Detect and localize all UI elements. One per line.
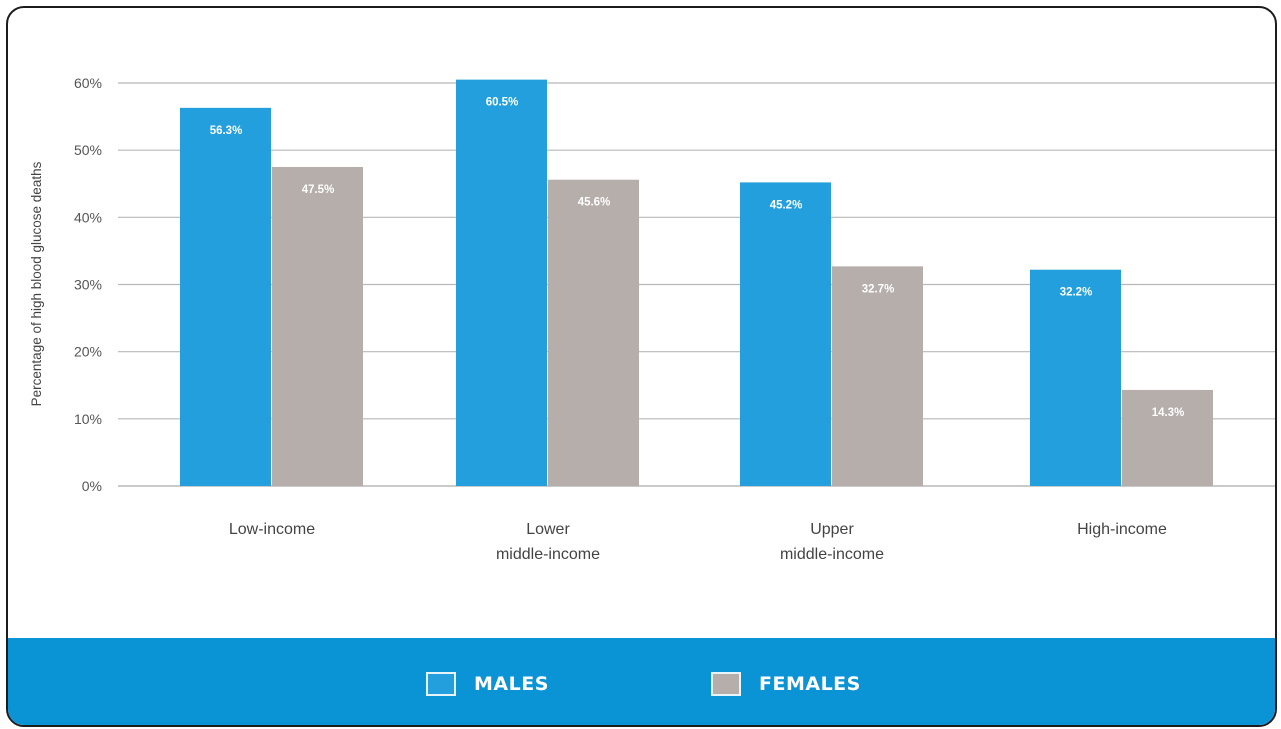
y-tick-label: 10%	[74, 411, 102, 427]
data-label-female: 32.7%	[862, 283, 895, 295]
data-label-female: 47.5%	[302, 184, 335, 196]
y-tick-label: 50%	[74, 142, 102, 158]
category-label: middle-income	[496, 546, 600, 563]
bar-chart: 0% 10% 20% 30% 40% 50% 60% Percentage of high b…	[29, 75, 1275, 563]
legend-swatch-males	[426, 671, 456, 696]
y-tick-label: 0%	[82, 478, 102, 494]
data-label-male: 56.3%	[210, 125, 243, 137]
bar-male	[180, 107, 271, 486]
legend-item-females: FEMALES	[711, 638, 861, 725]
data-label-female: 14.3%	[1152, 407, 1185, 419]
y-tick-label: 30%	[74, 277, 102, 293]
data-label-male: 32.2%	[1060, 287, 1093, 299]
y-axis-title: Percentage of high blood glucose deaths	[29, 161, 44, 406]
category-label: middle-income	[780, 546, 884, 563]
bar-female	[1122, 389, 1213, 486]
bar-female	[272, 166, 363, 487]
legend-swatch-females	[711, 671, 741, 696]
data-label-male: 45.2%	[770, 199, 803, 211]
y-tick-label: 40%	[74, 209, 102, 225]
legend-label-females: FEMALES	[759, 672, 861, 695]
bar-female	[832, 266, 923, 486]
y-tick-label: 60%	[74, 75, 102, 91]
category-label: Upper	[810, 521, 854, 538]
bar-male	[456, 79, 547, 487]
category-label: Lower	[526, 521, 570, 538]
legend-band: MALES FEMALES	[8, 638, 1275, 725]
chart-card: 0% 10% 20% 30% 40% 50% 60% Percentage of high b…	[6, 6, 1277, 727]
legend-label-males: MALES	[474, 672, 549, 695]
bar-female	[548, 179, 639, 486]
data-label-female: 45.6%	[578, 197, 611, 209]
category-label: High-income	[1077, 521, 1167, 538]
category-label: Low-income	[229, 521, 315, 538]
bar-male	[740, 182, 831, 486]
legend-item-males: MALES	[426, 638, 549, 725]
bar-male	[1030, 269, 1121, 486]
data-label-male: 60.5%	[486, 97, 519, 109]
y-tick-label: 20%	[74, 344, 102, 360]
